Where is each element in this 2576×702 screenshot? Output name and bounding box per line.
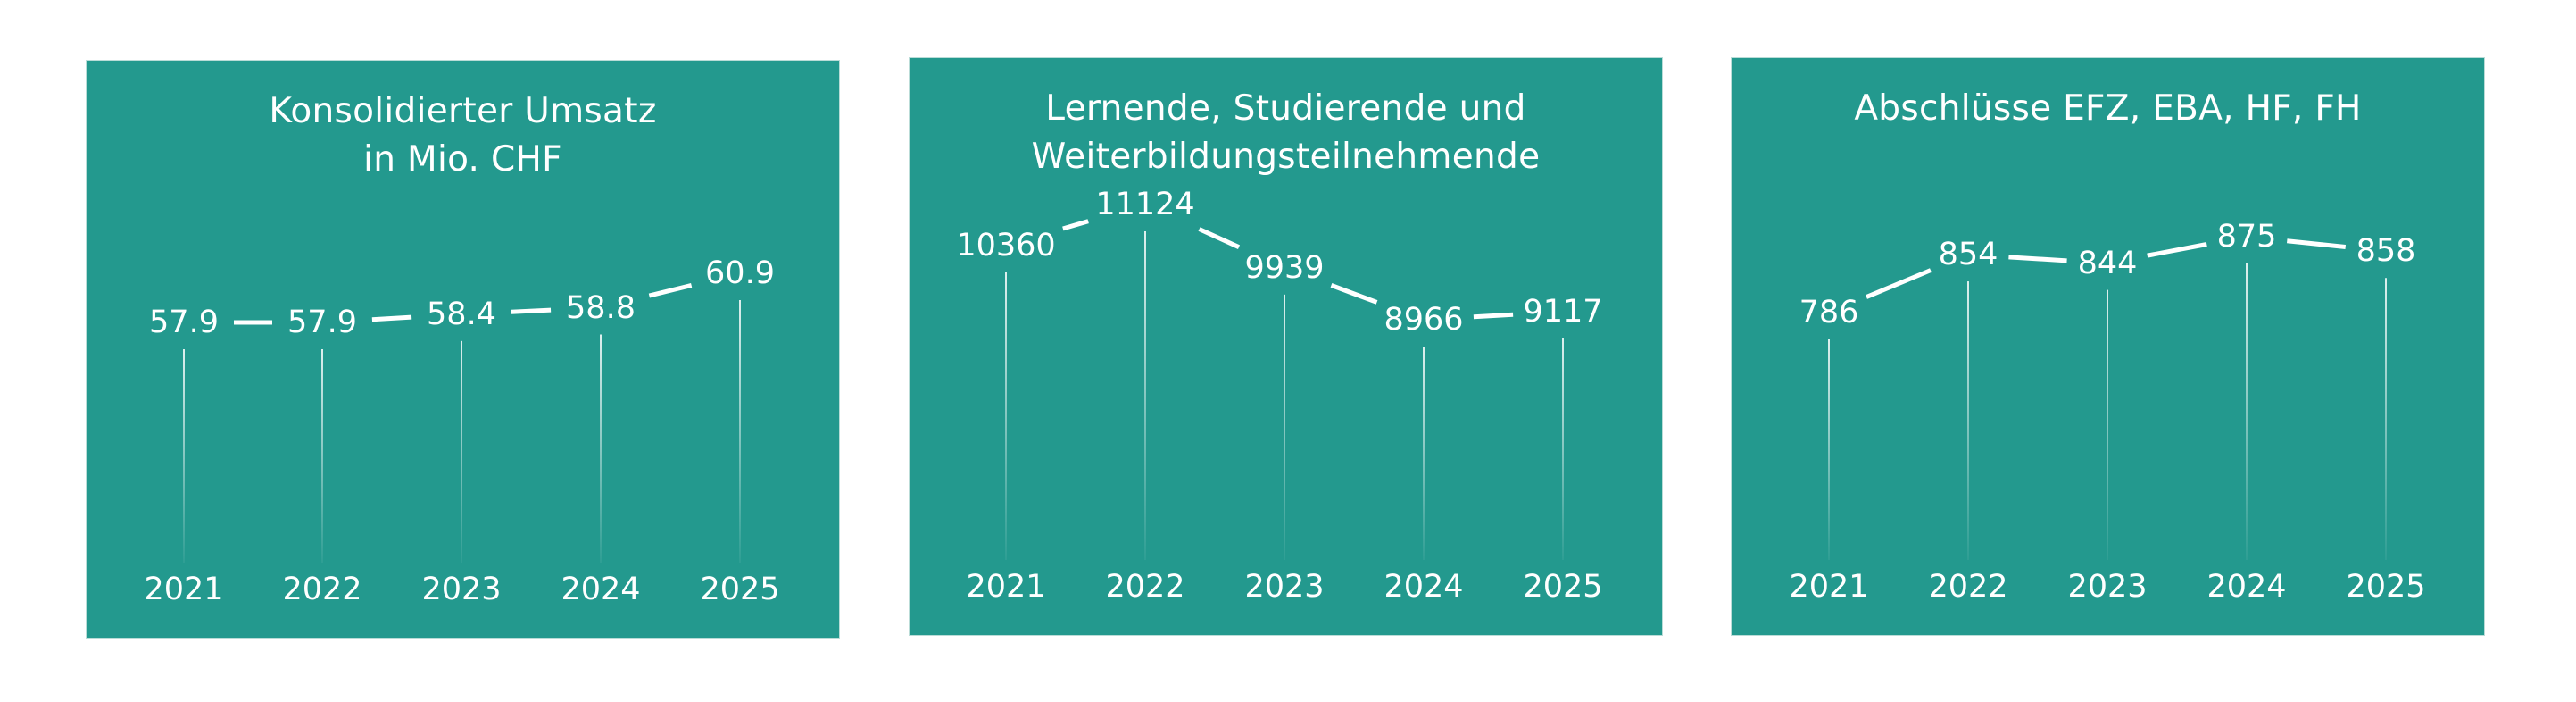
line-segment [1866,268,1932,299]
data-stem [1562,338,1564,560]
data-stem [321,349,323,563]
data-stem [1284,294,1285,560]
data-label: 9117 [1523,293,1603,330]
data-stem [1967,281,1969,560]
line-segment [1473,312,1514,320]
data-stem [2385,278,2387,560]
chart-title: Abschlüsse EFZ, EBA, HF, FH [1854,88,2362,129]
x-tick-label: 2023 [1244,569,1325,605]
x-tick-label: 2022 [1928,569,2008,605]
line-segment [648,282,693,298]
line-segment [1198,227,1241,249]
data-label: 60.9 [705,255,775,291]
data-label: 57.9 [287,305,357,340]
data-stem [1144,231,1146,560]
data-label: 58.4 [427,296,496,332]
line-segment [371,314,412,322]
data-label: 875 [2216,219,2277,255]
data-stem [1423,347,1425,560]
line-segment [1330,283,1378,305]
x-tick-label: 2021 [1789,569,1869,605]
chart-svg [183,282,741,563]
line-segment [2147,242,2207,258]
data-label: 854 [1938,237,1998,273]
chart-panel-lernende: Lernende, Studierende und Weiterbildungs… [909,57,1663,636]
chart-svg [1005,219,1564,560]
x-tick-label: 2021 [966,569,1046,605]
x-tick-label: 2024 [2206,569,2287,605]
data-stem [1005,272,1007,560]
chart-title: Lernende, Studierende und Weiterbildungs… [1031,88,1541,177]
x-tick-label: 2021 [144,572,224,607]
line-segment [2008,255,2067,263]
data-label: 844 [2077,245,2138,281]
line-segment [1062,219,1089,231]
data-stem [461,340,462,563]
x-tick-label: 2022 [282,572,362,607]
x-tick-label: 2023 [2067,569,2148,605]
x-tick-label: 2025 [700,572,780,607]
data-stem [739,300,741,563]
x-tick-label: 2025 [2346,569,2426,605]
data-label: 9939 [1244,249,1325,286]
chart-panel-abschluesse: Abschlüsse EFZ, EBA, HF, FH 786 854 844 875… [1731,57,2485,636]
data-stem [2107,289,2108,560]
chart-svg [1828,238,2387,560]
x-tick-label: 2023 [421,572,502,607]
x-tick-label: 2025 [1523,569,1603,605]
x-tick-label: 2024 [561,572,641,607]
data-stem [183,349,185,563]
line-segment [511,307,552,314]
data-label: 58.8 [566,289,636,326]
chart-panel-umsatz: Konsolidierter Umsatz in Mio. CHF 57.9 57… [86,60,840,639]
data-label: 858 [2356,233,2416,270]
data-label: 8966 [1384,302,1464,338]
data-label: 11124 [1095,187,1195,222]
line-segment [2286,238,2347,250]
x-tick-label: 2022 [1105,569,1185,605]
chart-title: Konsolidierter Umsatz in Mio. CHF [269,91,657,180]
x-tick-label: 2024 [1384,569,1464,605]
data-label: 10360 [956,227,1056,263]
data-stem [2246,263,2248,560]
data-stem [600,334,602,563]
data-stem [1828,339,1830,560]
data-label: 786 [1799,295,1859,330]
data-label: 57.9 [149,305,219,340]
